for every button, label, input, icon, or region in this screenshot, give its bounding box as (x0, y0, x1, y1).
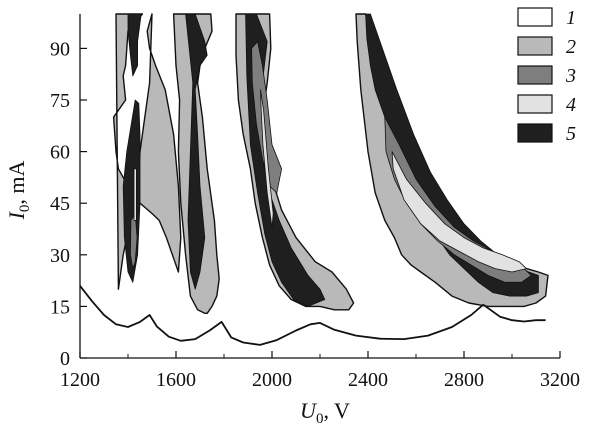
legend-swatch-4 (517, 94, 553, 114)
threshold-curve (79, 285, 546, 346)
legend-label-4: 4 (566, 94, 576, 116)
regions-layer (112, 13, 549, 314)
x-tick-label: 2800 (444, 369, 484, 391)
legend-swatch-1 (517, 7, 553, 27)
legend: 1 2 3 4 5 (517, 7, 576, 145)
x-tick-label: 1200 (60, 369, 100, 391)
y-tick-label: 0 (60, 348, 70, 370)
region-D (355, 13, 549, 308)
legend-swatch-5 (517, 123, 553, 143)
legend-swatch-3 (517, 65, 553, 85)
legend-label-1: 1 (566, 7, 576, 29)
region-A (112, 13, 182, 290)
y-tick-label: 15 (50, 296, 70, 318)
y-axis-label: I0, mA (4, 160, 33, 220)
region-B (172, 13, 220, 314)
legend-swatch-2 (517, 36, 553, 56)
legend-label-2: 2 (566, 36, 576, 58)
threshold-curve-layer (79, 285, 546, 346)
x-axis-label: U0, V (300, 398, 350, 427)
region-A-level-5-patch (127, 13, 142, 77)
region-C (235, 13, 355, 311)
region-D-level-4-patch (391, 151, 527, 273)
y-tick-label: 60 (50, 142, 70, 164)
region-A-level-4-patch (133, 168, 137, 221)
region-C-level-3-patch (251, 41, 283, 194)
y-tick-label: 75 (50, 90, 70, 112)
legend-label-5: 5 (566, 123, 576, 145)
legend-label-3: 3 (565, 65, 576, 87)
region-A-level-2-patch (112, 13, 182, 290)
x-tick-label: 3200 (540, 369, 580, 391)
region-B-level-5-patch (185, 13, 208, 290)
x-tick-label: 2400 (348, 369, 388, 391)
y-tick-label: 90 (50, 38, 70, 60)
y-tick-label: 30 (50, 245, 70, 267)
y-tick-label: 45 (50, 193, 70, 215)
x-tick-label: 2000 (252, 369, 292, 391)
x-tick-label: 1600 (156, 369, 196, 391)
region-C-level-4-patch (260, 89, 274, 228)
